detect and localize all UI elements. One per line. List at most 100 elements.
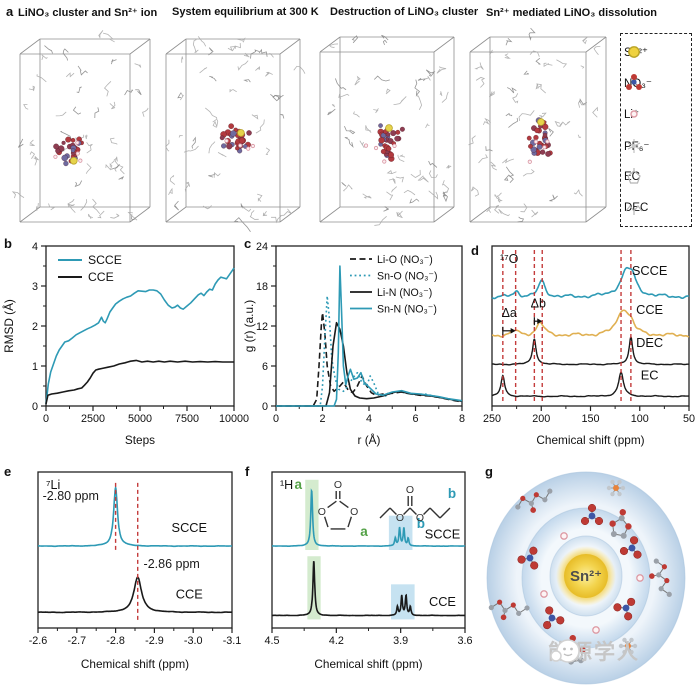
- dec-molecule-marker: [515, 488, 553, 513]
- panel-label-e: e: [4, 464, 12, 479]
- y-tick-label: 24: [256, 241, 268, 253]
- y-tick-label: 0: [262, 401, 268, 413]
- pf6-molecule-marker: [618, 637, 638, 655]
- x-tick-label: -2.7: [67, 635, 86, 647]
- series-CCE: [45, 359, 234, 405]
- series-SCCE: [45, 267, 235, 405]
- chart-text: O: [350, 506, 358, 518]
- y-tick-label: 1: [32, 361, 38, 373]
- simulation-box-2: [165, 36, 306, 233]
- nmr-trace-DEC: [492, 335, 690, 366]
- trace-label-CCE: CCE: [636, 302, 663, 317]
- isotope-label: ⁷Li: [46, 478, 60, 492]
- chart-text: O: [334, 479, 342, 491]
- x-tick-label: -2.8: [106, 635, 125, 647]
- ec-label: a: [360, 524, 368, 539]
- sn-ion-center: [564, 554, 608, 598]
- x-tick-label: -2.9: [145, 635, 164, 647]
- molecule-legend: Sn²⁺ NO₃⁻ Li⁺: [620, 33, 692, 227]
- y-tick-label: 18: [256, 281, 268, 293]
- watermark-logo-icon: [550, 639, 580, 663]
- legend-item-dec: DEC: [624, 194, 688, 222]
- pf6-icon: [627, 138, 641, 153]
- legend-item-nitrate: NO₃⁻: [624, 69, 688, 97]
- panel-a-title-1: LiNO₃ cluster and Sn²⁺ ion: [18, 7, 158, 19]
- x-tick-label: 2: [319, 413, 325, 425]
- dec-molecule-marker: [649, 558, 672, 597]
- y-axis-label: g (r) (a.u.): [242, 300, 256, 353]
- nitrate-icon: [626, 73, 642, 90]
- x-tick-label: 0: [273, 413, 279, 425]
- x-tick-label: 2500: [81, 413, 105, 425]
- nitrate-molecule: [517, 546, 539, 570]
- chart-text: O: [318, 506, 326, 518]
- li-ion-marker: [540, 590, 548, 598]
- panel-a-title-3: Destruction of LiNO₃ cluster: [330, 6, 479, 18]
- y-tick-label: 6: [262, 361, 268, 373]
- trace-label-CCE: CCE: [176, 586, 203, 601]
- nitrate-molecule: [619, 536, 642, 559]
- x-tick-label: 10000: [219, 413, 249, 425]
- chart-text: O: [396, 512, 404, 524]
- li-ion-marker: [636, 574, 644, 582]
- series-Sn-O (NO₃⁻): [276, 295, 463, 407]
- x-tick-label: 8: [459, 413, 465, 425]
- x-axis-label: Chemical shift (ppm): [81, 657, 189, 671]
- y-tick-label: 2: [32, 321, 38, 333]
- li7-nmr-chart: SCCE CCE -2.80 ppm -2.86 ppm ⁷Li -2.6 -2.7 -2.8…: [29, 471, 241, 671]
- nmr-trace-CCE: [492, 309, 690, 338]
- panel-label-f: f: [245, 464, 250, 479]
- x-axis-label: Chemical shift (ppm): [314, 657, 422, 671]
- solvation-structure-diagram: Sn²⁺: [486, 471, 686, 685]
- x-tick-label: -3.0: [184, 635, 203, 647]
- trace-label-CCE: CCE: [429, 594, 456, 609]
- trace-label-DEC: DEC: [636, 335, 663, 350]
- peak-highlight: [307, 556, 321, 620]
- x-tick-label: 3.6: [457, 635, 472, 647]
- plot-frame: [45, 245, 235, 407]
- dec-label: b: [448, 486, 456, 501]
- simulation-box-1: [11, 30, 151, 223]
- legend-item-ec: EC: [624, 163, 688, 191]
- sn-ion-marker: [385, 124, 393, 132]
- legend-label-ec: EC: [624, 170, 640, 183]
- nitrate-molecule: [543, 606, 565, 630]
- nmr-trace-SCCE: [272, 488, 466, 547]
- panel-label-c: c: [244, 236, 252, 251]
- x-axis-label: Chemical shift (ppm): [536, 433, 644, 447]
- dec-molecule: OO Ob: [379, 484, 456, 524]
- x-tick-label: 4: [366, 413, 372, 425]
- simulation-box-3: [319, 34, 455, 226]
- watermark: 能源学人: [548, 636, 640, 666]
- y-tick-label: 3: [32, 281, 38, 293]
- legend-entry-SCCE: SCCE: [88, 253, 122, 267]
- y-tick-label: 0: [32, 401, 38, 413]
- dec-icon: [625, 205, 643, 216]
- x-tick-label: 7500: [175, 413, 199, 425]
- sn-ion-icon: [628, 45, 640, 58]
- panel-label-g: g: [485, 464, 493, 479]
- delta-annotation: Δa: [502, 306, 517, 320]
- sn-ion-marker: [537, 118, 545, 126]
- li-ion-icon: [630, 110, 638, 119]
- isotope-label: ¹⁷O: [500, 252, 519, 266]
- y-tick-label: 12: [256, 321, 268, 333]
- legend-entry: Sn-N (NO₃⁻): [377, 303, 437, 315]
- li-ion-marker: [560, 532, 568, 540]
- x-tick-label: 4.2: [329, 635, 344, 647]
- x-tick-label: 50: [683, 413, 695, 425]
- legend-entry: Sn-O (NO₃⁻): [377, 270, 438, 282]
- chart-text: O: [406, 484, 414, 496]
- peak-label: -2.86 ppm: [144, 557, 200, 571]
- nmr-trace-CCE: [38, 576, 232, 614]
- isotope-label: ¹H: [280, 478, 293, 492]
- x-tick-label: 150: [581, 413, 599, 425]
- h1-nmr-chart: SCCE CCE a b ¹H 4.5 4.2 3.9 3.6 Chemical shift (p…: [264, 471, 473, 671]
- panel-a-title-4: Sn²⁺ mediated LiNO₃ dissolution: [486, 7, 658, 19]
- peak-label: a: [295, 477, 303, 492]
- ec-icon: [627, 167, 641, 184]
- nmr-trace-CCE: [271, 561, 465, 617]
- series-Li-O (NO₃⁻): [276, 311, 463, 407]
- li-ion-marker: [592, 626, 600, 634]
- x-axis-label: r (Å): [358, 433, 381, 447]
